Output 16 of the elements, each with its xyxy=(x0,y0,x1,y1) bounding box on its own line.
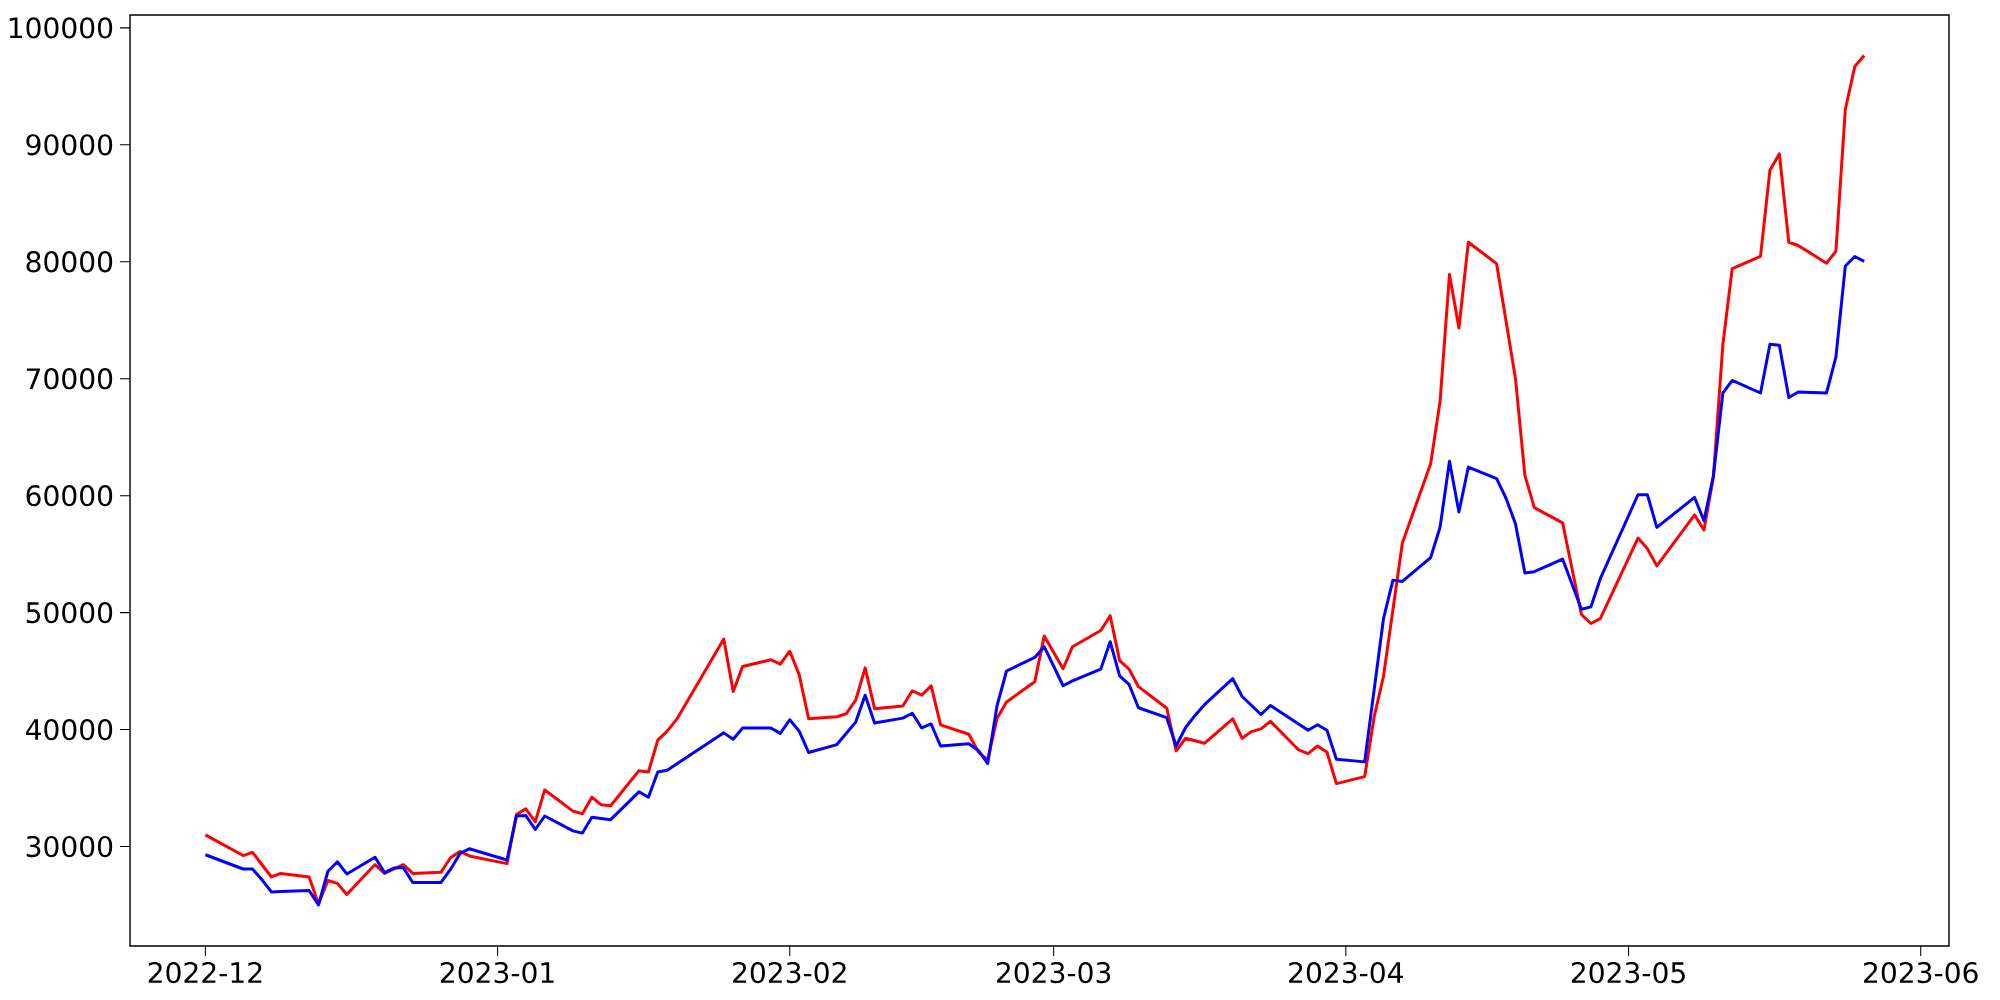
line-series xyxy=(203,255,1866,907)
x-tick-label: 2023-05 xyxy=(1571,961,1685,984)
x-tick-label: 2023-01 xyxy=(440,961,554,984)
y-tick-label: 30000 xyxy=(26,835,113,858)
y-tick-label: 90000 xyxy=(26,134,113,156)
x-tick-label: 2023-06 xyxy=(1864,961,1978,984)
x-tick-label: 2022-12 xyxy=(148,961,262,984)
y-tick-label: 80000 xyxy=(26,251,113,273)
y-tick-label: 40000 xyxy=(25,718,113,741)
x-tick-label: 2023-02 xyxy=(733,961,846,984)
x-tick-label: 2023-03 xyxy=(996,961,1111,984)
y-tick-label: 100000 xyxy=(9,17,113,39)
y-tick-label: 50000 xyxy=(26,602,113,624)
y-tick-label: 70000 xyxy=(26,368,113,390)
y-tick-label: 60000 xyxy=(26,485,113,507)
x-tick-label: 2023-04 xyxy=(1289,961,1403,984)
